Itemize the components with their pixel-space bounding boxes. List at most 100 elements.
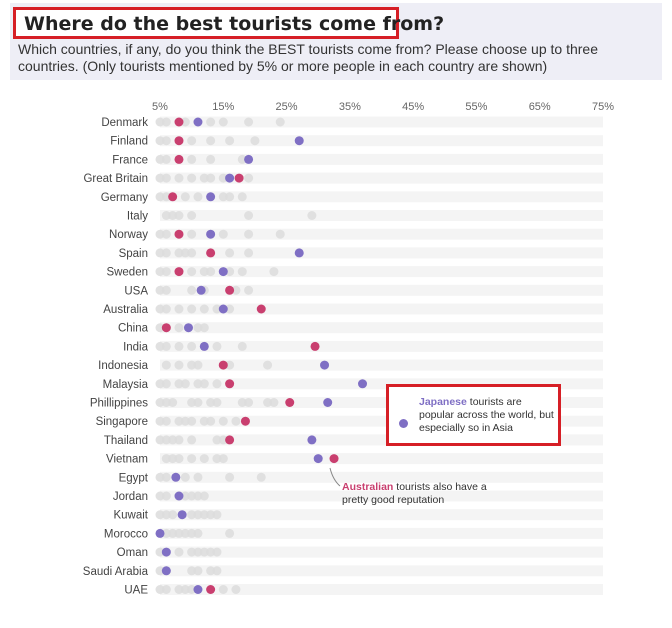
other-country-dot — [187, 435, 197, 445]
other-country-dot — [155, 267, 165, 277]
other-country-dot — [161, 285, 171, 295]
japanese-annotation-text: Japanese tourists are popular across the… — [419, 396, 555, 435]
other-country-dot — [212, 435, 222, 445]
other-country-dot — [174, 173, 184, 183]
x-tick-label: 45% — [402, 101, 424, 113]
row-band — [160, 303, 603, 315]
other-country-dot — [174, 416, 184, 426]
japanese-dot — [218, 267, 228, 277]
other-country-dot — [187, 248, 197, 258]
japanese-dot — [206, 229, 216, 239]
other-country-dot — [218, 192, 228, 202]
row-band — [160, 284, 603, 296]
other-country-dot — [206, 173, 216, 183]
australian-annotation-text: Australian tourists also have a pretty g… — [342, 481, 492, 507]
category-label: Sweden — [106, 267, 148, 279]
other-country-dot — [218, 416, 228, 426]
other-country-dot — [206, 510, 216, 520]
other-country-dot — [193, 398, 203, 407]
australian-dot — [174, 117, 184, 127]
other-country-dot — [161, 117, 171, 127]
row-band — [160, 172, 603, 184]
other-country-dot — [199, 454, 209, 464]
japanese-dot — [196, 285, 206, 295]
other-country-dot — [161, 211, 171, 220]
other-country-dot — [161, 379, 171, 389]
other-country-dot — [180, 248, 190, 258]
other-country-dot — [155, 117, 165, 127]
other-country-dot — [199, 379, 209, 389]
category-label: Malaysia — [103, 379, 149, 391]
japanese-dot — [225, 173, 235, 183]
japanese-dot — [218, 304, 228, 314]
other-country-dot — [206, 154, 216, 164]
other-country-dot — [275, 229, 285, 239]
australian-highlight: Australian — [342, 481, 394, 493]
other-country-dot — [218, 117, 228, 127]
row-band — [160, 228, 603, 240]
australian-dot — [206, 248, 216, 258]
other-country-dot — [237, 267, 247, 277]
japanese-annotation-body: tourists are popular across the world, b… — [419, 396, 554, 434]
other-country-dot — [199, 304, 209, 314]
other-country-dot — [180, 192, 190, 202]
australian-dot — [174, 154, 184, 164]
other-country-dot — [174, 528, 184, 538]
category-label: Vietnam — [106, 454, 148, 466]
other-country-dot — [199, 173, 209, 183]
other-country-dot — [199, 510, 209, 520]
other-country-dot — [161, 229, 171, 239]
other-country-dot — [168, 398, 178, 407]
x-tick-label: 25% — [276, 101, 298, 113]
other-country-dot — [263, 398, 273, 407]
other-country-dot — [161, 491, 171, 501]
australian-dot — [168, 192, 178, 202]
other-country-dot — [155, 398, 165, 407]
other-country-dot — [193, 379, 203, 389]
other-country-dot — [161, 136, 171, 146]
australian-dot — [329, 454, 339, 464]
other-country-dot — [174, 379, 184, 389]
other-country-dot — [168, 435, 178, 445]
other-country-dot — [155, 510, 165, 520]
japanese-annotation-box: Japanese tourists are popular across the… — [386, 384, 561, 446]
other-country-dot — [168, 528, 178, 538]
other-country-dot — [161, 173, 171, 183]
other-country-dot — [187, 547, 197, 557]
row-band — [160, 509, 603, 521]
category-label: Egypt — [119, 472, 149, 484]
row-band — [160, 247, 603, 259]
other-country-dot — [155, 323, 165, 333]
other-country-dot — [307, 211, 317, 220]
other-country-dot — [161, 585, 171, 594]
category-label: Australia — [103, 304, 148, 316]
other-country-dot — [263, 360, 273, 370]
other-country-dot — [225, 304, 235, 314]
other-country-dot — [244, 229, 254, 239]
other-country-dot — [174, 585, 184, 594]
japanese-dot — [244, 154, 254, 164]
other-country-dot — [231, 585, 241, 594]
category-label: India — [123, 341, 149, 353]
category-label: Singapore — [96, 416, 148, 428]
other-country-dot — [225, 192, 235, 202]
australian-dot — [161, 323, 171, 333]
japanese-dot — [358, 379, 368, 389]
other-country-dot — [187, 585, 197, 594]
row-band — [160, 116, 603, 128]
other-country-dot — [161, 398, 171, 407]
japanese-dot — [307, 435, 317, 445]
category-label: Great Britain — [83, 173, 148, 185]
other-country-dot — [187, 211, 197, 220]
other-country-dot — [231, 285, 241, 295]
other-country-dot — [187, 566, 197, 576]
other-country-dot — [174, 435, 184, 445]
x-tick-label: 35% — [339, 101, 361, 113]
other-country-dot — [180, 528, 190, 538]
other-country-dot — [218, 173, 228, 183]
other-country-dot — [193, 360, 203, 370]
other-country-dot — [206, 566, 216, 576]
other-country-dot — [174, 547, 184, 557]
other-country-dot — [218, 435, 228, 445]
japanese-dot — [294, 136, 304, 146]
